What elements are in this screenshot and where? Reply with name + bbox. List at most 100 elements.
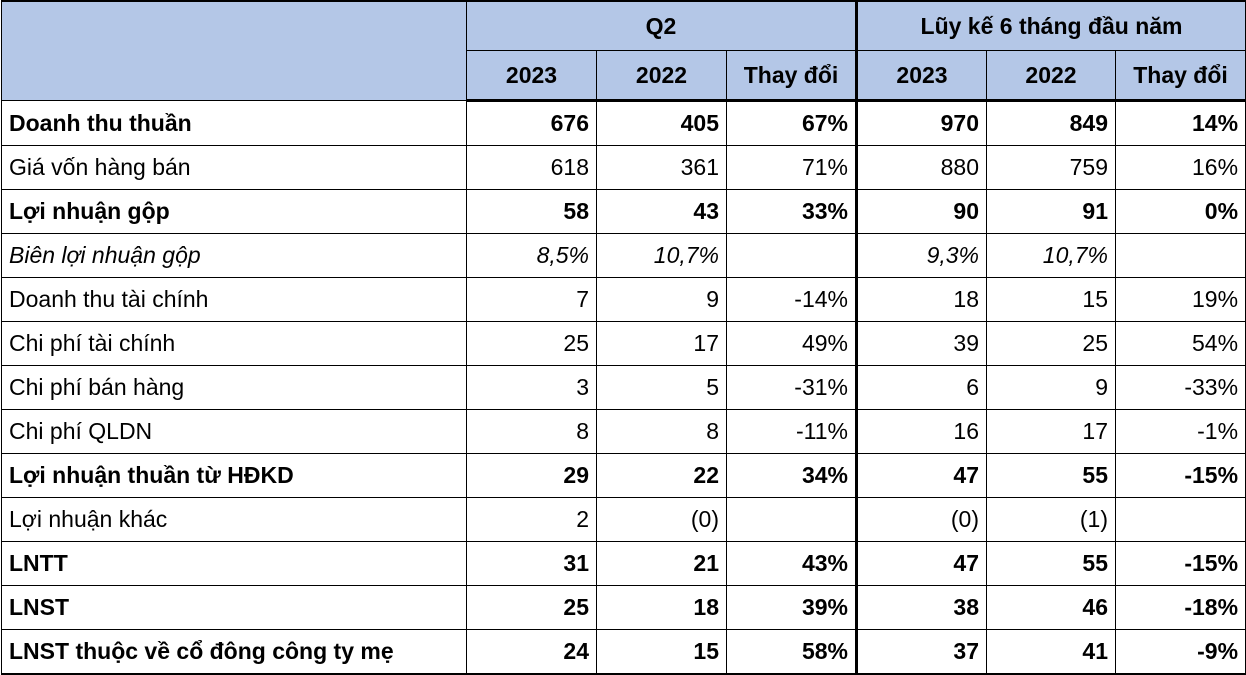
cell-ytd-2023: 90 <box>855 189 987 234</box>
cell-q2-2023: 3 <box>466 365 597 410</box>
cell-ytd-2022: 759 <box>986 145 1116 190</box>
table-row: Giá vốn hàng bán 618 361 71% 880 759 16% <box>1 145 1246 190</box>
cell-ytd-change: -1% <box>1114 409 1246 454</box>
table-body: Doanh thu thuần 676 405 67% 970 849 14% Giá vốn… <box>1 100 1246 675</box>
cell-q2-2023: 24 <box>466 629 597 675</box>
cell-ytd-2022: 91 <box>986 189 1116 234</box>
cell-ytd-2023: 39 <box>855 321 987 366</box>
cell-q2-2022: 5 <box>596 365 727 410</box>
row-label: Giá vốn hàng bán <box>1 145 467 190</box>
cell-ytd-change <box>1114 497 1246 542</box>
header-ytd-2022: 2022 <box>986 50 1116 102</box>
cell-q2-change: 33% <box>726 189 857 234</box>
cell-ytd-2022: 25 <box>986 321 1116 366</box>
table-row: Chi phí bán hàng 3 5 -31% 6 9 -33% <box>1 365 1246 410</box>
cell-ytd-2022: 15 <box>986 277 1116 322</box>
cell-ytd-2023: 47 <box>855 541 987 586</box>
table-row: Lợi nhuận khác 2 (0) (0) (1) <box>1 497 1246 542</box>
cell-q2-2022: 17 <box>596 321 727 366</box>
table-row: Doanh thu thuần 676 405 67% 970 849 14% <box>1 100 1246 146</box>
table-row: Lợi nhuận thuần từ HĐKD 29 22 34% 47 55 -15% <box>1 453 1246 498</box>
cell-ytd-change: 0% <box>1114 189 1246 234</box>
cell-q2-change: -11% <box>726 409 857 454</box>
cell-q2-2023: 29 <box>466 453 597 498</box>
cell-ytd-2022: 46 <box>986 585 1116 630</box>
table-header: Q2 Lũy kế 6 tháng đầu năm 2023 2022 Thay… <box>1 0 1246 102</box>
cell-ytd-2022: 10,7% <box>986 233 1116 278</box>
cell-q2-2023: 25 <box>466 585 597 630</box>
cell-q2-change <box>726 497 857 542</box>
row-label: LNST <box>1 585 467 630</box>
header-q2-change: Thay đổi <box>726 50 857 102</box>
cell-q2-2023: 618 <box>466 145 597 190</box>
cell-q2-2023: 676 <box>466 100 597 146</box>
header-blank-cell <box>1 0 467 101</box>
cell-ytd-2023: 47 <box>855 453 987 498</box>
cell-ytd-2023: 38 <box>855 585 987 630</box>
table-row: Lợi nhuận gộp 58 43 33% 90 91 0% <box>1 189 1246 234</box>
cell-q2-2023: 25 <box>466 321 597 366</box>
cell-q2-change: 43% <box>726 541 857 586</box>
cell-ytd-2023: 37 <box>855 629 987 675</box>
header-q2-2022: 2022 <box>596 50 727 102</box>
cell-ytd-change: 19% <box>1114 277 1246 322</box>
cell-q2-2022: 18 <box>596 585 727 630</box>
cell-q2-2023: 31 <box>466 541 597 586</box>
cell-q2-2022: 43 <box>596 189 727 234</box>
row-label: Lợi nhuận gộp <box>1 189 467 234</box>
cell-q2-change: 67% <box>726 100 857 146</box>
cell-q2-change: -14% <box>726 277 857 322</box>
table-row: Chi phí tài chính 25 17 49% 39 25 54% <box>1 321 1246 366</box>
cell-q2-2022: (0) <box>596 497 727 542</box>
cell-q2-2023: 58 <box>466 189 597 234</box>
cell-ytd-change: 54% <box>1114 321 1246 366</box>
cell-q2-change: 71% <box>726 145 857 190</box>
row-label: Chi phí tài chính <box>1 321 467 366</box>
cell-q2-change: 49% <box>726 321 857 366</box>
cell-ytd-2022: (1) <box>986 497 1116 542</box>
cell-ytd-2022: 849 <box>986 100 1116 146</box>
cell-q2-2022: 21 <box>596 541 727 586</box>
cell-q2-change: -31% <box>726 365 857 410</box>
row-label: Biên lợi nhuận gộp <box>1 233 467 278</box>
row-label: Doanh thu tài chính <box>1 277 467 322</box>
cell-ytd-2022: 9 <box>986 365 1116 410</box>
row-label: Lợi nhuận thuần từ HĐKD <box>1 453 467 498</box>
cell-ytd-change: 14% <box>1114 100 1246 146</box>
cell-ytd-change: -18% <box>1114 585 1246 630</box>
cell-ytd-change: -15% <box>1114 453 1246 498</box>
header-row-groups: Q2 Lũy kế 6 tháng đầu năm <box>1 0 1246 101</box>
row-label: Doanh thu thuần <box>1 100 467 146</box>
cell-q2-2023: 7 <box>466 277 597 322</box>
cell-q2-2022: 22 <box>596 453 727 498</box>
row-label: Chi phí bán hàng <box>1 365 467 410</box>
row-label: LNTT <box>1 541 467 586</box>
cell-ytd-change: -15% <box>1114 541 1246 586</box>
cell-ytd-change: -9% <box>1114 629 1246 675</box>
table-row: LNTT 31 21 43% 47 55 -15% <box>1 541 1246 586</box>
header-row-columns: 2023 2022 Thay đổi 2023 2022 Thay đổi <box>2 50 1246 102</box>
cell-ytd-2023: 18 <box>855 277 987 322</box>
header-ytd-change: Thay đổi <box>1114 50 1246 102</box>
table-row: Biên lợi nhuận gộp 8,5% 10,7% 9,3% 10,7% <box>1 233 1246 278</box>
cell-ytd-2022: 55 <box>986 453 1116 498</box>
cell-q2-change: 39% <box>726 585 857 630</box>
cell-q2-2022: 9 <box>596 277 727 322</box>
cell-ytd-2022: 41 <box>986 629 1116 675</box>
cell-q2-change: 58% <box>726 629 857 675</box>
cell-ytd-2022: 55 <box>986 541 1116 586</box>
cell-ytd-2023: 6 <box>855 365 987 410</box>
cell-ytd-2023: 880 <box>855 145 987 190</box>
table-row: Doanh thu tài chính 7 9 -14% 18 15 19% <box>1 277 1246 322</box>
header-group-ytd: Lũy kế 6 tháng đầu năm <box>854 0 1246 51</box>
cell-ytd-change <box>1114 233 1246 278</box>
header-group-q2: Q2 <box>466 0 857 51</box>
cell-q2-2023: 8 <box>466 409 597 454</box>
row-label: Lợi nhuận khác <box>1 497 467 542</box>
cell-ytd-2023: (0) <box>855 497 987 542</box>
cell-q2-2022: 361 <box>596 145 727 190</box>
row-label: LNST thuộc về cổ đông công ty mẹ <box>1 629 467 675</box>
cell-q2-2022: 10,7% <box>596 233 727 278</box>
header-ytd-2023: 2023 <box>855 50 987 102</box>
